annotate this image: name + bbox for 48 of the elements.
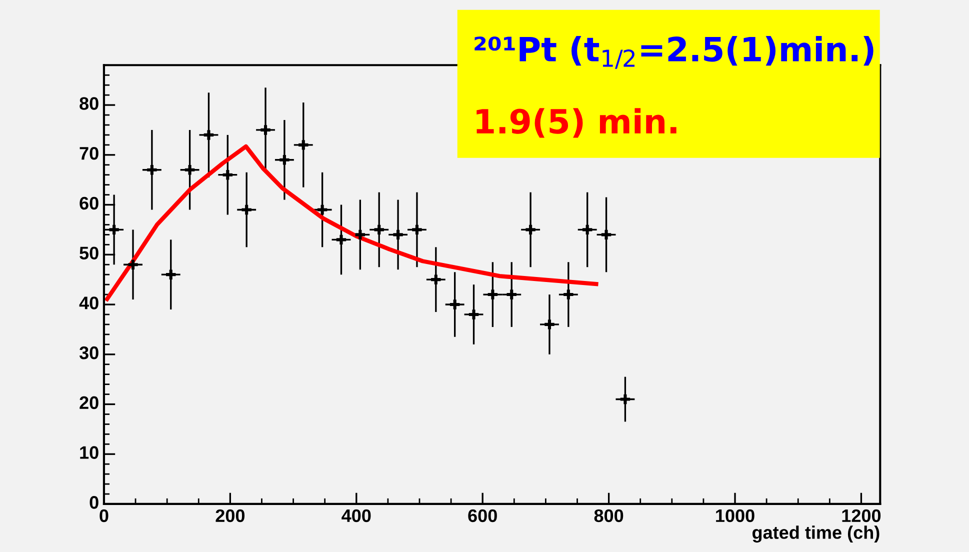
point bbox=[316, 203, 329, 216]
point bbox=[600, 228, 613, 242]
x-tick-label: 0 bbox=[100, 509, 108, 522]
x-tick-label: 1000 bbox=[716, 509, 754, 522]
point bbox=[430, 273, 442, 286]
point bbox=[580, 223, 594, 236]
point bbox=[278, 153, 291, 166]
point bbox=[296, 138, 310, 152]
x-tick-label: 800 bbox=[594, 509, 624, 522]
point bbox=[486, 288, 500, 301]
y-tick-label: 80 bbox=[80, 97, 98, 110]
point bbox=[618, 392, 632, 406]
point bbox=[524, 223, 537, 236]
y-tick-label: 70 bbox=[80, 146, 98, 160]
point bbox=[240, 203, 253, 216]
point bbox=[372, 223, 386, 236]
point bbox=[334, 233, 348, 246]
y-tick-label: 60 bbox=[80, 196, 98, 210]
point bbox=[505, 288, 518, 301]
point bbox=[183, 163, 196, 176]
y-tick-label: 30 bbox=[79, 346, 98, 360]
point bbox=[467, 308, 480, 321]
x-tick-label: 600 bbox=[468, 509, 497, 522]
x-tick-label: 400 bbox=[342, 509, 371, 522]
point bbox=[202, 128, 216, 142]
line-series bbox=[105, 144, 598, 302]
point bbox=[392, 228, 404, 242]
x-tick-label: 200 bbox=[216, 509, 245, 522]
y-tick-label: 20 bbox=[80, 396, 98, 410]
point bbox=[221, 168, 234, 182]
point bbox=[410, 223, 424, 236]
point bbox=[543, 318, 556, 331]
point bbox=[108, 223, 120, 236]
point bbox=[164, 268, 178, 281]
point bbox=[126, 258, 140, 271]
y-tick-label: 40 bbox=[79, 296, 98, 310]
y-tick-label: 50 bbox=[80, 246, 98, 260]
annotation: ²⁰¹Pt (t$_{1/2}$=2.5(1)min.) bbox=[474, 36, 874, 69]
x-tick-label: 1200 bbox=[842, 509, 881, 522]
x-axis-title: gated time (ch) bbox=[752, 526, 880, 543]
point bbox=[448, 298, 462, 311]
y-tick-label: 0 bbox=[90, 496, 98, 509]
point bbox=[259, 124, 272, 136]
annotation: 1.9(5) min. bbox=[476, 108, 676, 138]
point bbox=[146, 163, 158, 176]
point bbox=[562, 288, 575, 301]
point bbox=[354, 228, 367, 242]
y-tick-label: 10 bbox=[80, 446, 98, 459]
